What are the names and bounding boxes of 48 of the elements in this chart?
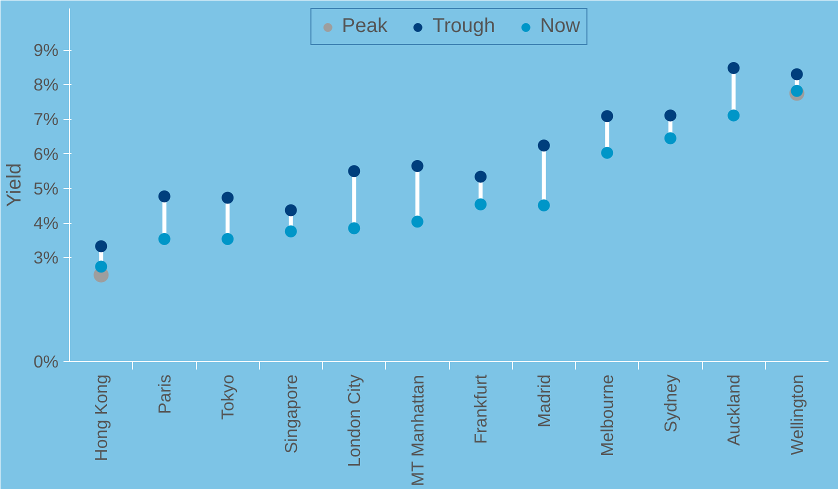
point — [538, 199, 550, 212]
point — [538, 140, 550, 152]
x-tick-label: Frankfurt — [470, 374, 491, 444]
x-tick-label: Madrid — [534, 374, 554, 428]
x-tick-label: Wellington — [786, 374, 807, 456]
point — [348, 165, 360, 178]
x-tick-label: Singapore — [280, 374, 301, 454]
point — [158, 190, 170, 202]
x-tick-label: Auckland — [724, 374, 744, 446]
point — [601, 146, 614, 159]
y-tick-label: 9% — [33, 40, 58, 60]
x-tick-label: Melbourne — [597, 374, 618, 456]
point — [474, 198, 487, 210]
legend-label: Peak — [342, 15, 388, 38]
y-tick-label: 5% — [33, 178, 58, 198]
point — [664, 132, 676, 144]
point — [222, 233, 234, 245]
legend-label: Now — [540, 15, 580, 38]
point — [411, 216, 424, 228]
point — [348, 222, 360, 234]
x-tick-label: MT Manhattan — [407, 374, 428, 486]
x-tick-label: Paris — [154, 374, 174, 414]
point — [664, 109, 676, 122]
y-tick-label: 3% — [33, 248, 58, 268]
point — [158, 233, 170, 245]
point — [284, 204, 297, 216]
legend-label: Trough — [432, 15, 496, 38]
point — [284, 225, 297, 238]
x-tick-label: London City — [344, 374, 364, 467]
point — [95, 260, 108, 273]
point — [728, 109, 740, 122]
point — [790, 84, 803, 97]
x-tick-label: Tokyo — [218, 374, 238, 420]
point — [728, 62, 740, 74]
point — [601, 110, 614, 122]
x-tick-label: Hong Kong — [91, 374, 112, 462]
y-tick-label: 8% — [33, 74, 58, 95]
y-tick-label: 0% — [33, 352, 58, 372]
x-tick-label: Sydney — [660, 374, 680, 432]
point — [411, 160, 424, 172]
y-tick-label: 6% — [33, 144, 58, 164]
y-tick-label: 7% — [33, 109, 58, 130]
point — [222, 192, 234, 204]
point — [790, 68, 803, 80]
point — [474, 170, 487, 183]
y-tick-label: 4% — [33, 213, 58, 234]
point — [95, 240, 108, 252]
y-axis-title: Yield — [3, 163, 26, 207]
